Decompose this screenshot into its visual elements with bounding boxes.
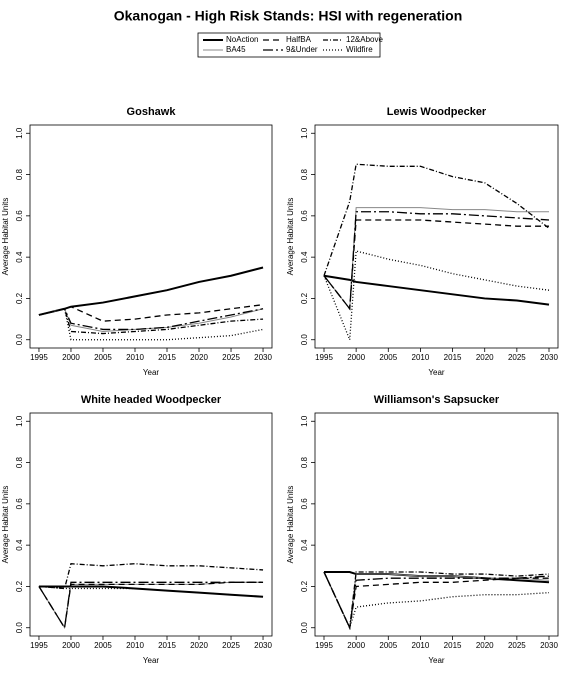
x-tick-label: 2000 [62,353,80,362]
panel-title: Williamson's Sapsucker [374,394,500,406]
y-tick-label: 0.0 [300,334,309,346]
x-tick-label: 1995 [315,353,333,362]
x-tick-label: 2015 [158,353,176,362]
x-tick-label: 1995 [30,641,48,650]
panel-title: White headed Woodpecker [81,394,222,406]
legend-box [197,32,381,58]
plot-frame [29,412,273,637]
plot-frame [29,124,273,349]
x-tick-label: 2005 [94,641,112,650]
y-tick-label: 0.0 [15,622,24,634]
series-line [38,563,264,590]
series-line [38,585,264,598]
y-tick-label: 0.2 [300,580,309,592]
x-tick-label: 2015 [444,641,462,650]
x-tick-label: 2025 [222,641,240,650]
y-tick-label: 0.0 [300,622,309,634]
x-tick-label: 2010 [126,641,144,650]
y-tick-label: 0.6 [15,498,24,510]
x-tick-label: 2010 [412,353,430,362]
series-line [38,308,264,331]
series-line [38,303,264,322]
series-line [323,163,550,276]
y-tick-label: 0.8 [300,456,309,468]
x-axis-label: Year [428,656,445,665]
y-tick-label: 0.4 [300,251,309,263]
series-line [323,571,550,630]
x-tick-label: 2015 [444,353,462,362]
y-tick-label: 0.2 [15,292,24,304]
x-tick-label: 2025 [222,353,240,362]
x-tick-label: 2020 [190,641,208,650]
series-line [323,211,550,311]
x-tick-label: 2010 [126,353,144,362]
x-tick-label: 2025 [508,641,526,650]
y-axis-label: Average Habitat Units [286,486,295,564]
y-tick-label: 0.6 [300,498,309,510]
legend-label: Wildfire [346,45,373,54]
y-axis-label: Average Habitat Units [286,198,295,276]
legend-label: BA45 [226,45,246,54]
y-tick-label: 0.2 [300,292,309,304]
y-tick-label: 0.6 [15,210,24,222]
y-tick-label: 0.4 [300,539,309,551]
x-axis-label: Year [143,656,160,665]
series-line [38,307,264,341]
series-line [38,266,264,316]
panel-title: Lewis Woodpecker [387,106,487,118]
x-tick-label: 2000 [347,641,365,650]
panel-title: Goshawk [127,106,177,118]
x-tick-label: 1995 [315,641,333,650]
y-tick-label: 0.0 [15,334,24,346]
x-axis-label: Year [143,368,160,377]
y-tick-label: 0.4 [15,539,24,551]
y-axis-label: Average Habitat Units [1,486,10,564]
y-tick-label: 1.0 [15,127,24,139]
series-line [323,571,550,631]
series-line [38,307,264,335]
y-axis-label: Average Habitat Units [1,198,10,276]
x-tick-label: 2005 [94,353,112,362]
x-tick-label: 2030 [254,641,272,650]
legend-label: 12&Above [346,35,383,44]
legend-label: HalfBA [286,35,312,44]
legend-label: NoAction [226,35,258,44]
series-line [323,219,549,311]
x-tick-label: 2020 [190,353,208,362]
y-tick-label: 1.0 [300,127,309,139]
y-tick-label: 0.8 [15,456,24,468]
y-tick-label: 1.0 [300,415,309,427]
y-tick-label: 0.6 [300,210,309,222]
y-tick-label: 1.0 [15,415,24,427]
x-tick-label: 2020 [476,641,494,650]
plot-frame [314,412,559,637]
chart-title: Okanogan - High Risk Stands: HSI with re… [114,8,463,24]
x-tick-label: 2030 [254,353,272,362]
x-tick-label: 2015 [158,641,176,650]
x-tick-label: 2005 [379,641,397,650]
x-tick-label: 2010 [412,641,430,650]
x-tick-label: 2030 [540,641,558,650]
x-tick-label: 2000 [347,353,365,362]
x-tick-label: 2020 [476,353,494,362]
x-tick-label: 2000 [62,641,80,650]
x-tick-label: 2005 [379,353,397,362]
x-axis-label: Year [428,368,445,377]
legend-label: 9&Under [286,45,318,54]
y-tick-label: 0.2 [15,580,24,592]
y-tick-label: 0.4 [15,251,24,263]
plot-frame [314,124,559,349]
x-tick-label: 2025 [508,353,526,362]
x-tick-label: 2030 [540,353,558,362]
y-tick-label: 0.8 [300,168,309,180]
series-line [38,581,264,630]
y-tick-label: 0.8 [15,168,24,180]
x-tick-label: 1995 [30,353,48,362]
